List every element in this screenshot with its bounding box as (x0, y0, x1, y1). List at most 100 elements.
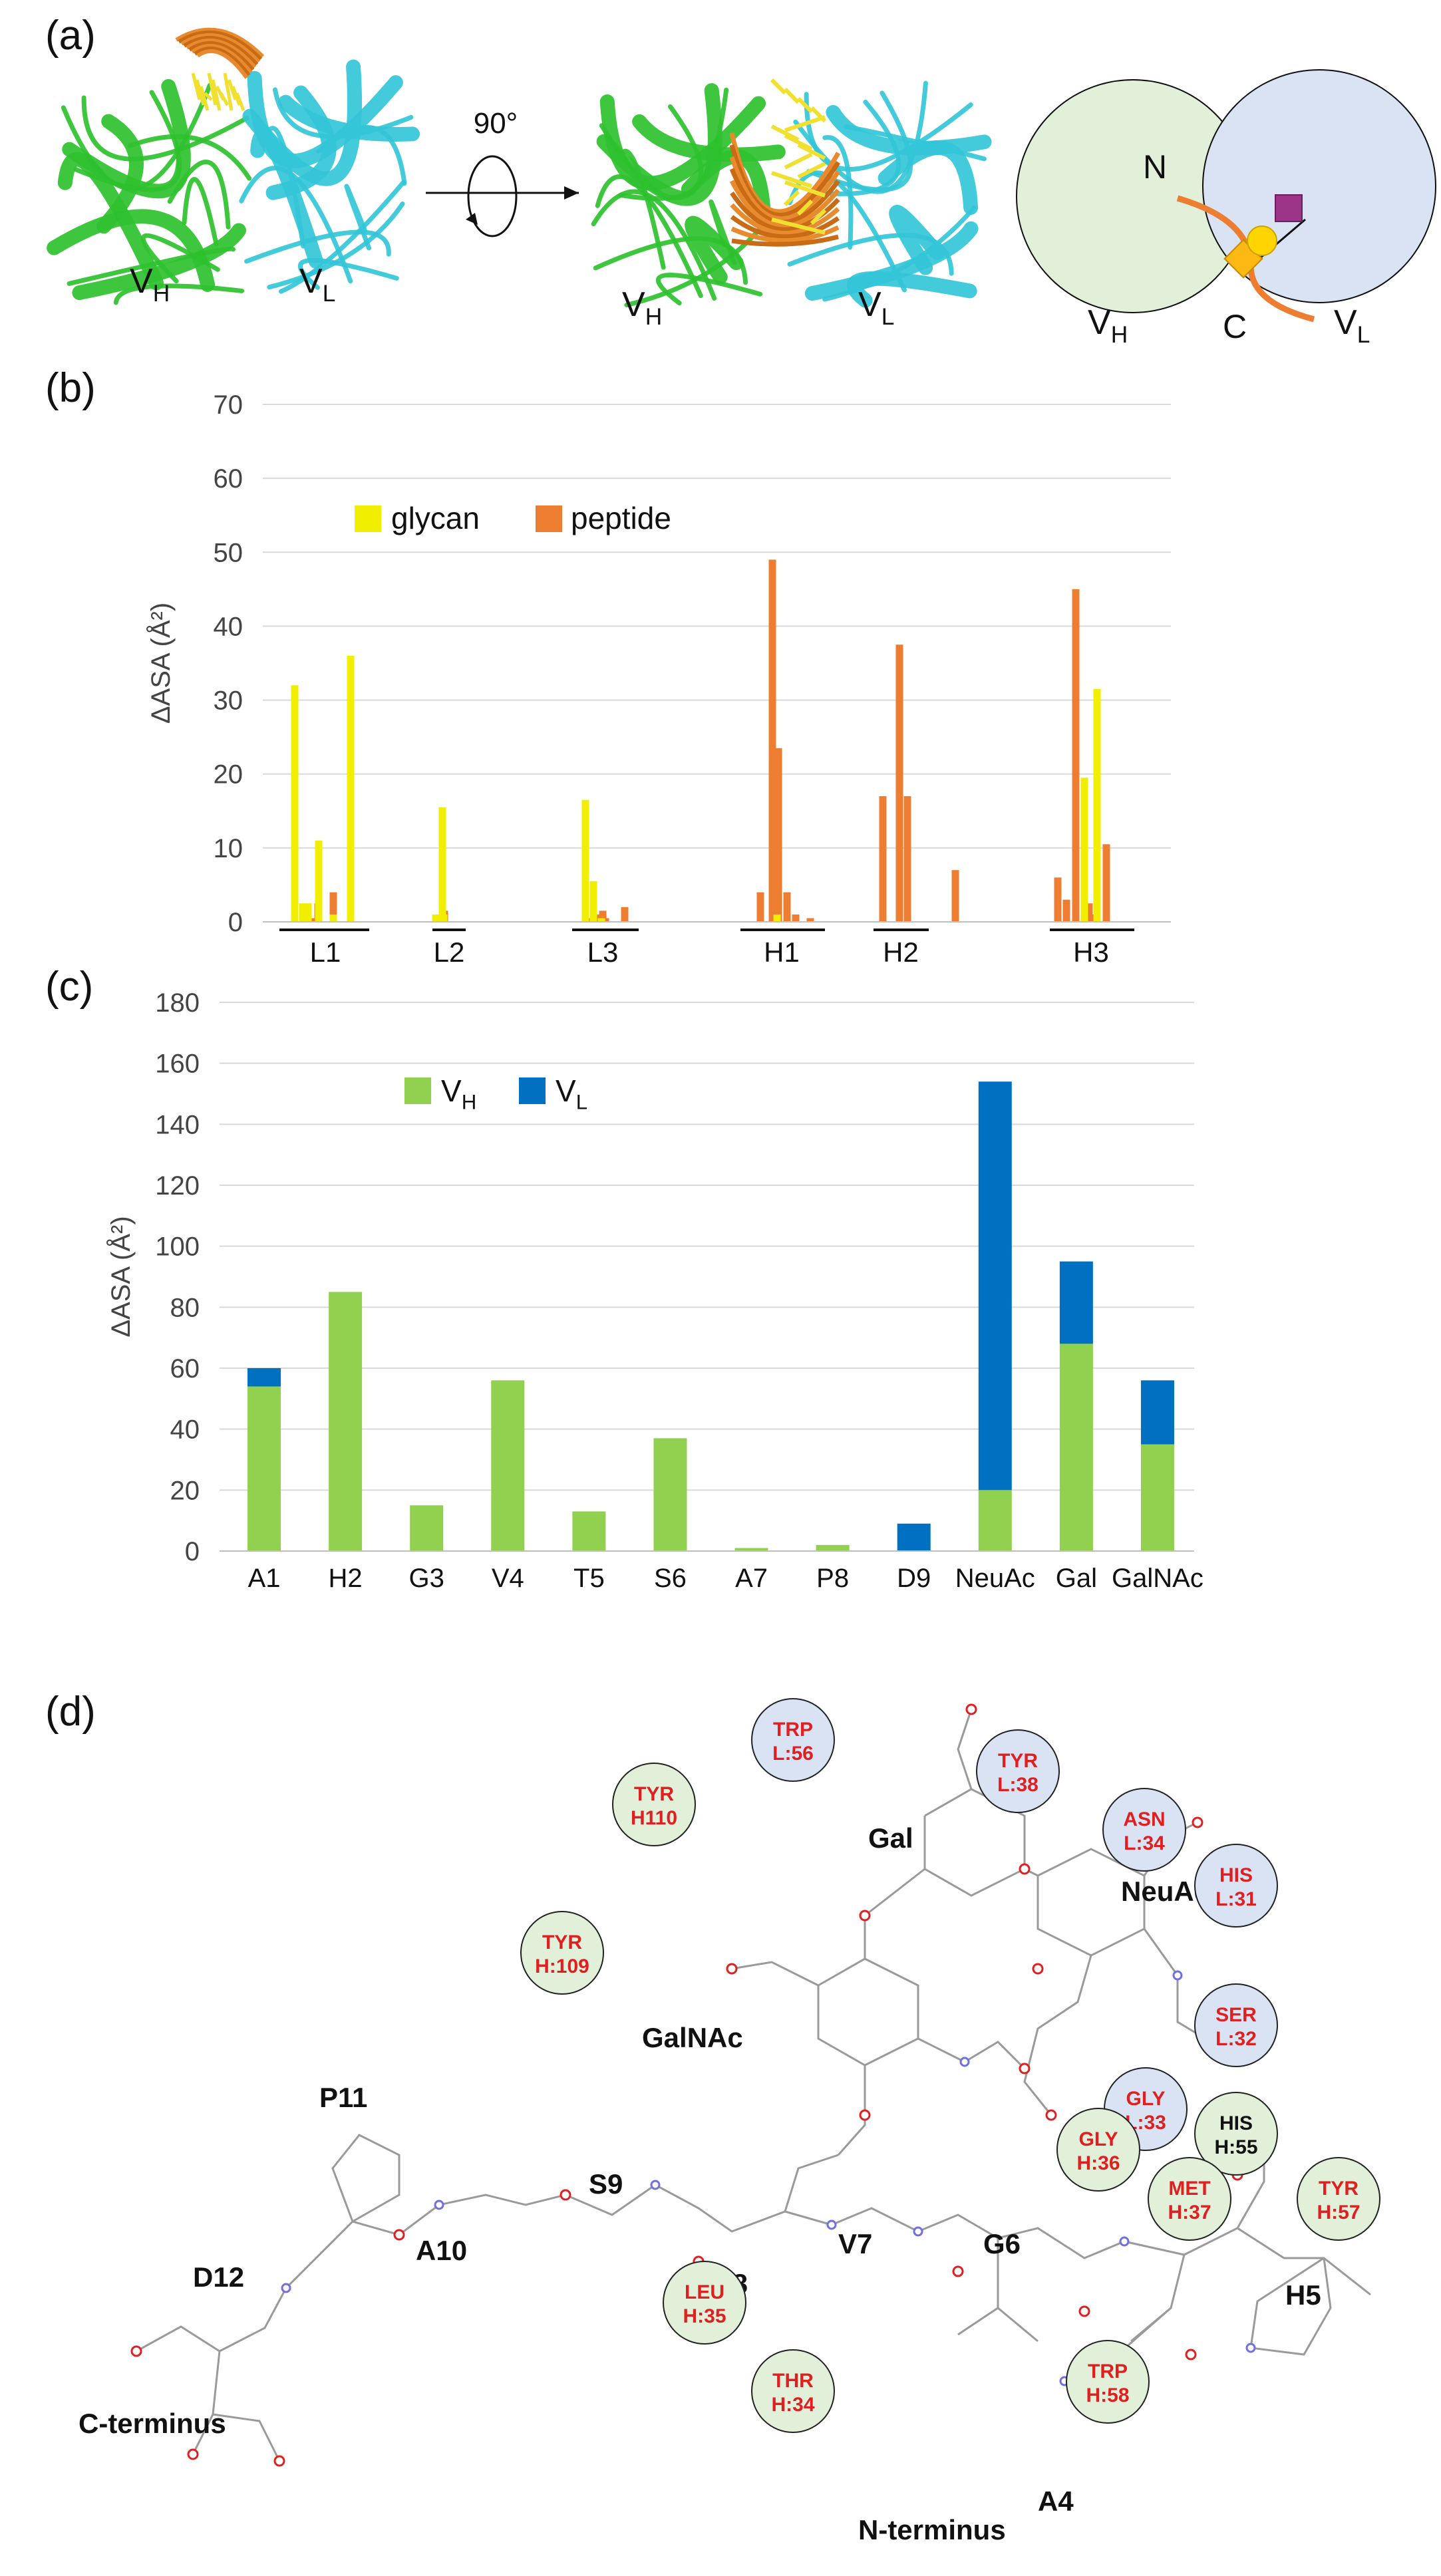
residue-name: ASN (1123, 1808, 1165, 1830)
residue-name: THR (772, 2370, 814, 2392)
schematic-label-n: N (1143, 148, 1167, 186)
nitrogen-atom (826, 2219, 837, 2230)
rotation-circle-arrowhead (466, 213, 478, 225)
bar-vh-t5 (572, 1511, 606, 1551)
bar-peptide (1054, 877, 1062, 922)
vh-domain-ribbon-rotated (591, 83, 786, 308)
bar-peptide (621, 907, 629, 922)
oxygen-atom (1019, 1863, 1031, 1875)
c-terminal-oxygen (130, 2345, 142, 2357)
vh-domain-ribbon (47, 78, 252, 305)
legend-label-vl: VL (556, 1073, 587, 1114)
y-tick-label: 100 (155, 1232, 200, 1262)
oxygen-atom (859, 2109, 871, 2121)
nitrogen-atom (913, 2226, 923, 2237)
bond (136, 2184, 1371, 2353)
x-tick-label-g3: G3 (409, 1564, 444, 1593)
bar-peptide (1062, 899, 1070, 922)
structure-label-galnac: GalNAc (642, 2022, 743, 2053)
structure-label-a4: A4 (1038, 2486, 1074, 2517)
bar-peptide (895, 644, 903, 922)
bar-vh-h2 (329, 1292, 363, 1551)
legend-label-vh: VH (441, 1073, 476, 1114)
legend-swatch-vl (519, 1077, 546, 1104)
bond (1023, 1955, 1092, 2116)
group-label-h3: H3 (1073, 936, 1109, 968)
x-tick-label-v4: V4 (492, 1564, 524, 1593)
y-tick-label: 70 (214, 390, 243, 420)
x-tick-label-h2: H2 (329, 1564, 363, 1593)
neuac-square-icon (1275, 194, 1303, 222)
y-tick-label: 120 (155, 1171, 200, 1201)
residue-circle (1297, 2157, 1380, 2241)
bar-vh-s6 (653, 1438, 687, 1551)
y-tick-label: 40 (170, 1415, 200, 1445)
residue-circle (1066, 2340, 1150, 2424)
x-tick-label-galnac: GalNAc (1112, 1564, 1203, 1593)
bar-peptide (599, 911, 607, 922)
x-tick-label-s6: S6 (654, 1564, 687, 1593)
oxygen-atom (1019, 2063, 1031, 2075)
bar-vh-v4 (491, 1380, 525, 1551)
panel-a: VH VL 90° VH VL N C VH VL (47, 27, 1436, 348)
oxygen-atom (1185, 2349, 1197, 2361)
x-tick-label-a1: A1 (248, 1564, 281, 1593)
vl-domain-ribbon (239, 59, 420, 294)
oxygen-atom (952, 2265, 964, 2277)
x-tick-label-t5: T5 (573, 1564, 605, 1593)
bar-glycan (589, 881, 597, 922)
bar-peptide (806, 918, 814, 922)
residue-id: H:35 (683, 2305, 726, 2327)
bar-peptide (1102, 844, 1110, 922)
glycopeptide-ensemble (175, 27, 265, 111)
residue-circle (1056, 2108, 1140, 2192)
y-tick-label: 80 (170, 1293, 200, 1322)
residue-name: MET (1168, 2178, 1210, 2200)
bar-vh-a1 (247, 1386, 281, 1551)
rotation-label: 90° (474, 107, 518, 140)
y-tick-label: 0 (228, 908, 243, 937)
residue-circle (1194, 1844, 1278, 1928)
bar-glycan (299, 903, 307, 922)
residue-id: H:37 (1168, 2202, 1211, 2223)
label-vh-left: VH (130, 262, 170, 307)
structure-label-a10: A10 (416, 2235, 467, 2266)
bar-peptide (1085, 903, 1093, 922)
bond (957, 1709, 973, 1790)
residue-name: TRP (1088, 2361, 1128, 2382)
panel-b-chart: 0 10 20 30 40 50 60 70 ΔASA (Å²) L1 L2 L3 H1 H2 H3 glyc… (146, 390, 1171, 968)
bar-glycan (432, 914, 440, 922)
residue-name: GLY (1079, 2128, 1118, 2150)
residue-circle (1194, 1983, 1278, 2067)
panel-d-diagram: GalNeuAcGalNAcP11D12A10S9T8V7G6H5A4C-ter… (79, 1698, 1380, 2545)
residue-name: SER (1215, 2004, 1257, 2026)
residue-name: TYR (542, 1932, 582, 1953)
bar-peptide (879, 796, 887, 922)
bond (1143, 1928, 1211, 2043)
group-label-h1: H1 (764, 936, 800, 968)
panel-label-a: (a) (45, 13, 96, 59)
label-vh-right: VH (622, 285, 662, 330)
bar-glycan (597, 918, 605, 922)
bar-vl-a1 (247, 1368, 281, 1387)
bar-vh-g3 (410, 1505, 444, 1551)
bond (957, 2307, 999, 2336)
y-tick-label: 30 (214, 686, 243, 716)
structure-label-v7: V7 (838, 2228, 872, 2259)
residue-id: L:34 (1124, 1832, 1165, 1854)
rotation-circle (467, 155, 518, 237)
legend-swatch-glycan (355, 505, 381, 532)
y-tick-label: 60 (214, 464, 243, 494)
bar-glycan (329, 914, 337, 922)
residue-circle (751, 2349, 835, 2433)
residue-circle (612, 1763, 696, 1846)
y-axis-title: ΔASA (Å²) (106, 1216, 136, 1337)
x-tick-label-neuac: NeuAc (955, 1564, 1035, 1593)
y-tick-label: 20 (170, 1476, 200, 1505)
bar-vl-neuac (978, 1081, 1012, 1491)
bar-glycan (347, 655, 355, 922)
y-tick-label: 40 (214, 612, 243, 641)
residue-id: L:32 (1215, 2028, 1257, 2050)
bar-vl-gal (1059, 1261, 1093, 1344)
bar-vh-galnac (1140, 1444, 1174, 1551)
